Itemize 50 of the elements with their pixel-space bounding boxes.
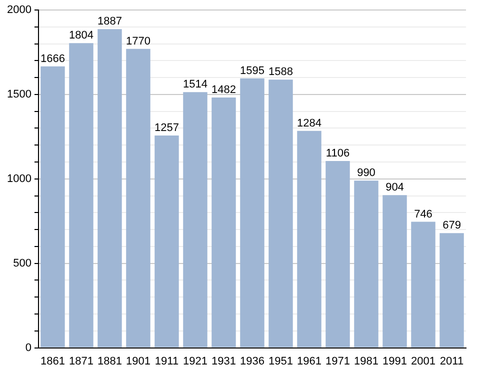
bar: [268, 80, 293, 348]
bar: [183, 92, 208, 348]
data-label: 1482: [211, 84, 236, 96]
x-tick-label: 1901: [126, 355, 150, 368]
bar: [326, 160, 350, 348]
x-tick-label: 1951: [268, 355, 293, 368]
y-tick-label: 1500: [6, 88, 32, 100]
bar: [154, 135, 179, 348]
bar: [212, 97, 236, 348]
data-label: 1595: [240, 64, 264, 77]
data-label: 679: [442, 220, 461, 232]
data-label: 990: [357, 167, 376, 180]
x-tick-label: 1871: [68, 355, 94, 368]
x-tick-label: 1936: [240, 355, 264, 368]
bar: [240, 78, 264, 348]
data-label: 1804: [68, 30, 94, 42]
x-tick-label: 1931: [211, 355, 236, 368]
x-tick-label: 2001: [411, 355, 436, 368]
bar: [297, 130, 322, 348]
x-tick-label: 1961: [296, 355, 322, 368]
y-tick-label: 1000: [6, 172, 32, 185]
data-label: 746: [414, 208, 432, 220]
data-label: 1284: [296, 117, 322, 130]
x-tick-label: 1981: [354, 355, 378, 368]
x-tick-label: 1921: [182, 355, 208, 368]
x-tick-label: 1861: [40, 355, 65, 368]
bar: [382, 195, 407, 348]
y-tick-label: 0: [25, 342, 32, 354]
x-tick-label: 1991: [382, 355, 407, 368]
y-tick-label: 500: [13, 257, 32, 270]
data-label: 1666: [40, 52, 65, 65]
data-label: 1770: [126, 35, 150, 48]
y-tick-label: 2000: [6, 4, 32, 16]
bar: [126, 48, 150, 348]
bar: [440, 233, 464, 348]
x-tick-label: 1971: [326, 355, 350, 368]
data-label: 1257: [154, 122, 179, 134]
data-label: 1106: [326, 148, 350, 160]
bar: [40, 66, 65, 348]
data-label: 1887: [97, 16, 122, 28]
x-tick-label: 2011: [440, 355, 464, 368]
data-label: 904: [386, 182, 404, 194]
bar: [69, 43, 94, 348]
bar: [98, 29, 122, 348]
data-label: 1588: [268, 66, 293, 78]
data-label: 1514: [182, 78, 208, 91]
x-tick-label: 1881: [97, 355, 122, 368]
bar: [411, 222, 436, 348]
bar: [354, 180, 378, 348]
x-tick-label: 1911: [154, 355, 179, 368]
